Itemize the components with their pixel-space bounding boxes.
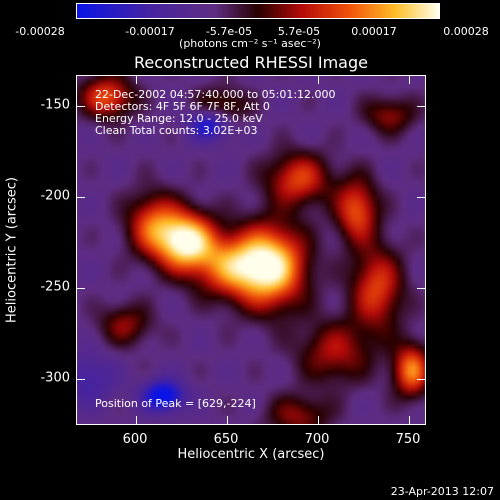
plot-frame xyxy=(76,75,426,425)
colorbar xyxy=(76,3,440,19)
x-tick-label: 700 xyxy=(304,432,330,447)
colorbar-tick-label: -0.00028 xyxy=(15,25,65,38)
x-tick-label: 600 xyxy=(122,432,148,447)
heatmap-image xyxy=(76,75,426,425)
y-tick-label: -300 xyxy=(40,370,70,386)
plot-title: Reconstructed RHESSI Image xyxy=(134,53,368,72)
x-tick-label: 750 xyxy=(395,432,421,447)
y-tickmark xyxy=(417,106,425,107)
x-tickmark xyxy=(136,416,137,424)
y-tick-label: -200 xyxy=(40,188,70,204)
colorbar-units: (photons cm⁻² s⁻¹ asec⁻²) xyxy=(179,37,321,50)
y-tickmark xyxy=(77,379,85,380)
y-tick-label: -250 xyxy=(40,279,70,295)
x-tickmark xyxy=(409,416,410,424)
annotation-energy-range: Energy Range: 12.0 - 25.0 keV xyxy=(95,112,263,125)
x-tickmark xyxy=(409,76,410,84)
y-tickmark xyxy=(77,288,85,289)
y-tickmark xyxy=(77,106,85,107)
annotation-peak-position: Position of Peak = [629,-224] xyxy=(95,397,256,410)
y-axis-label: Heliocentric Y (arcsec) xyxy=(4,177,20,323)
y-tickmark xyxy=(417,288,425,289)
colorbar-tick-label: 0.00028 xyxy=(443,25,489,38)
x-tickmark xyxy=(227,416,228,424)
y-tickmark xyxy=(417,197,425,198)
timestamp: 23-Apr-2013 12:07 xyxy=(390,485,494,498)
x-tick-label: 650 xyxy=(213,432,239,447)
colorbar-tick-label: -0.00017 xyxy=(125,25,175,38)
x-tickmark xyxy=(318,416,319,424)
x-tickmark xyxy=(227,76,228,84)
annotation-method: Clean Total counts: 3.02E+03 xyxy=(95,124,258,137)
x-axis-label: Heliocentric X (arcsec) xyxy=(177,447,325,462)
annotation-time-range: 22-Dec-2002 04:57:40.000 to 05:01:12.000 xyxy=(95,88,336,101)
x-tickmark xyxy=(136,76,137,84)
colorbar-ticks: -0.00028 -0.00017 -5.7e-05 5.7e-05 0.000… xyxy=(0,0,500,40)
x-tickmark xyxy=(318,76,319,84)
colorbar-tick-label: 0.00017 xyxy=(351,25,397,38)
y-tickmark xyxy=(417,379,425,380)
heatmap-area xyxy=(76,75,426,425)
y-tick-label: -150 xyxy=(40,97,70,113)
annotation-detectors: Detectors: 4F 5F 6F 7F 8F, Att 0 xyxy=(95,100,270,113)
colorbar-tick-label: 5.7e-05 xyxy=(277,25,321,38)
colorbar-tick-label: -5.7e-05 xyxy=(205,25,253,38)
y-tickmark xyxy=(77,197,85,198)
